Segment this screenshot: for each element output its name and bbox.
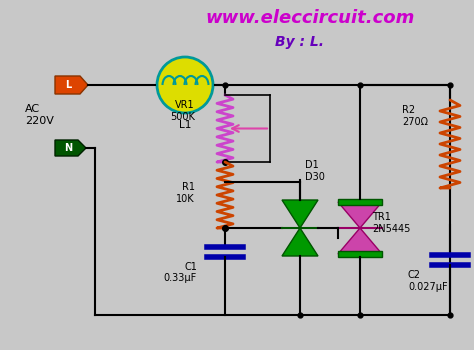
Text: D1
D30: D1 D30 <box>305 160 325 182</box>
Text: N: N <box>64 143 72 153</box>
Text: C2
0.027μF: C2 0.027μF <box>408 270 447 292</box>
Text: TR1
2N5445: TR1 2N5445 <box>372 212 410 234</box>
Text: AC
220V: AC 220V <box>25 104 54 126</box>
Text: L1: L1 <box>179 120 191 130</box>
Text: R1
10K: R1 10K <box>176 182 195 204</box>
Polygon shape <box>282 228 318 256</box>
Text: R2
270Ω: R2 270Ω <box>402 105 428 127</box>
Circle shape <box>157 57 213 113</box>
Text: VR1
500K: VR1 500K <box>170 100 195 121</box>
Polygon shape <box>55 76 88 94</box>
Text: By : L.: By : L. <box>275 35 325 49</box>
Bar <box>338 199 382 205</box>
Text: L: L <box>65 80 71 90</box>
Polygon shape <box>282 200 318 228</box>
Polygon shape <box>55 140 86 156</box>
Text: C1
0.33μF: C1 0.33μF <box>164 261 197 283</box>
Polygon shape <box>338 202 382 228</box>
Bar <box>338 251 382 257</box>
Polygon shape <box>338 228 382 254</box>
Text: www.eleccircuit.com: www.eleccircuit.com <box>205 9 415 27</box>
